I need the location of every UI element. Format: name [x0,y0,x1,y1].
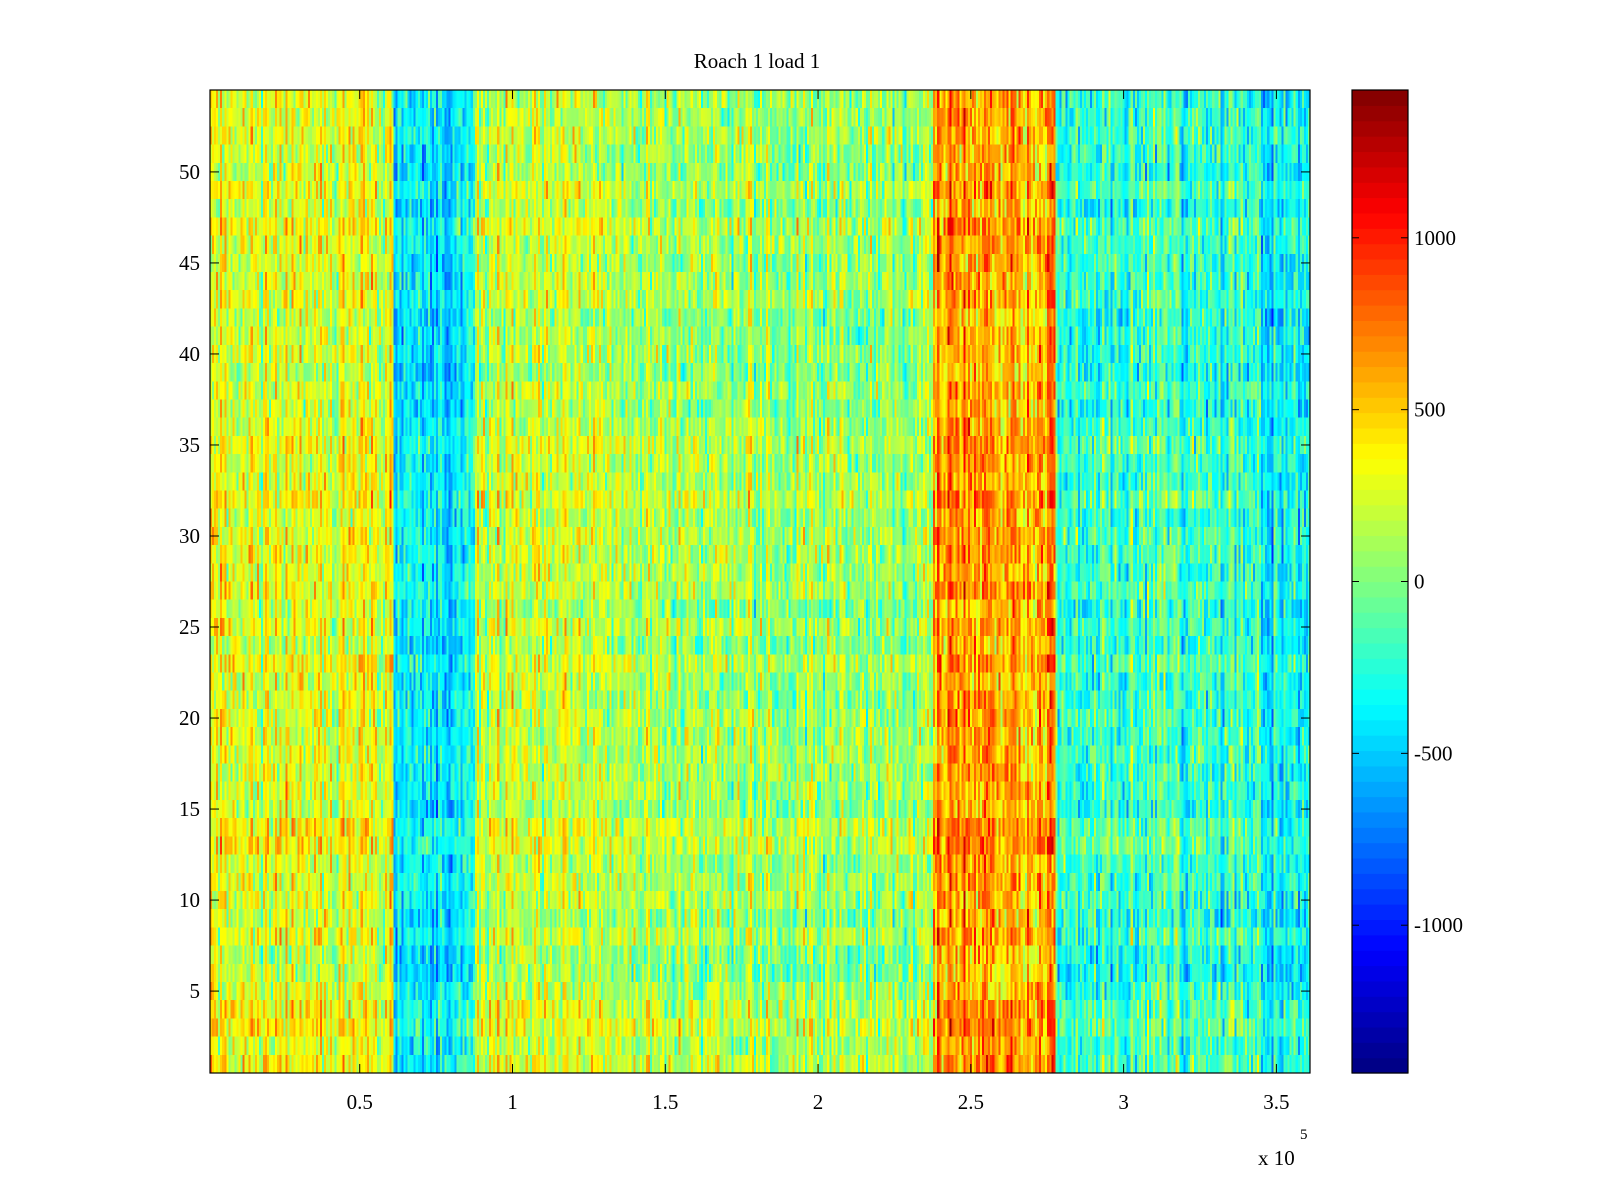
y-tick-label: 20 [179,706,200,730]
x-tick-label: 0.5 [347,1090,373,1114]
colorbar-swatch [1352,796,1408,813]
colorbar-swatch [1352,735,1408,752]
colorbar-swatch [1352,105,1408,122]
colorbar-swatch [1352,919,1408,936]
colorbar-swatch [1352,443,1408,460]
colorbar-swatch [1352,704,1408,721]
colorbar-swatch [1352,842,1408,859]
colorbar-swatch [1352,996,1408,1013]
y-tick-label: 5 [190,979,201,1003]
colorbar-swatch [1352,243,1408,260]
y-tick-label: 30 [179,524,200,548]
colorbar-swatch [1352,781,1408,798]
colorbar-swatch [1352,673,1408,690]
colorbar-swatch [1352,351,1408,368]
colorbar-swatch [1352,228,1408,245]
colorbar-swatch [1352,366,1408,383]
colorbar-swatch [1352,489,1408,506]
colorbar-swatch [1352,274,1408,291]
chart-title: Roach 1 load 1 [694,49,821,73]
colorbar-swatch [1352,381,1408,398]
x-tick-label: 2.5 [958,1090,984,1114]
colorbar-swatch [1352,320,1408,337]
colorbar-swatch [1352,120,1408,137]
heatmap-image [210,90,1310,1073]
colorbar-swatch [1352,151,1408,168]
x-exponent-base: x 10 [1258,1146,1295,1170]
colorbar-tick-label: 1000 [1414,226,1456,250]
y-tick-label: 15 [179,797,200,821]
x-exponent-label: x 10 5 [1258,1127,1308,1170]
colorbar-swatch [1352,965,1408,982]
colorbar-swatch [1352,888,1408,905]
colorbar [1352,90,1408,1074]
colorbar-tick-label: 0 [1414,570,1425,594]
colorbar-swatch [1352,504,1408,521]
y-tick-label: 35 [179,433,200,457]
colorbar-swatch [1352,950,1408,967]
colorbar-swatch [1352,458,1408,475]
y-axis: 5 10 15 20 25 30 35 40 45 50 [179,160,1310,1003]
colorbar-swatch [1352,719,1408,736]
colorbar-swatch [1352,566,1408,583]
colorbar-swatch [1352,980,1408,997]
x-tick-label: 3 [1118,1090,1129,1114]
colorbar-swatch [1352,305,1408,321]
colorbar-tick-label: -1000 [1414,913,1463,937]
plot-axes-box [209,89,1311,1074]
colorbar-swatch [1352,612,1408,629]
colorbar-swatch [1352,427,1408,444]
colorbar-swatch [1352,857,1408,874]
colorbar-swatch [1352,182,1408,199]
colorbar-swatch [1352,627,1408,644]
colorbar-swatch [1352,1057,1408,1074]
colorbar-swatch [1352,904,1408,921]
colorbar-swatch [1352,1011,1408,1028]
colorbar-swatch [1352,535,1408,552]
colorbar-swatch [1352,1026,1408,1043]
y-tick-label: 10 [179,888,200,912]
x-axis: 0.5 1 1.5 2 2.5 3 3.5 [347,90,1290,1114]
colorbar-tick-label: -500 [1414,741,1453,765]
heatmap-cells [210,90,1310,1073]
x-exponent-power: 5 [1300,1127,1308,1143]
x-tick-label: 3.5 [1263,1090,1289,1114]
colorbar-swatch [1352,581,1408,598]
colorbar-swatch [1352,550,1408,567]
colorbar-swatch [1352,934,1408,951]
y-tick-label: 25 [179,615,200,639]
colorbar-swatch [1352,397,1408,414]
colorbar-swatch [1352,689,1408,705]
colorbar-swatch [1352,1042,1408,1059]
x-tick-label: 2 [813,1090,824,1114]
colorbar-swatch [1352,873,1408,890]
colorbar-swatch [1352,335,1408,352]
colorbar-swatch [1352,212,1408,229]
colorbar-swatch [1352,197,1408,214]
colorbar-swatch [1352,166,1408,183]
colorbar-swatch [1352,750,1408,767]
x-tick-label: 1 [507,1090,518,1114]
colorbar-tick-label: 500 [1414,398,1446,422]
colorbar-swatch [1352,520,1408,537]
colorbar-swatch [1352,258,1408,275]
colorbar-swatch [1352,136,1408,153]
colorbar-swatch [1352,412,1408,429]
colorbar-swatch [1352,765,1408,782]
x-tick-label: 1.5 [652,1090,678,1114]
colorbar-swatch [1352,473,1408,490]
colorbar-swatch [1352,596,1408,613]
colorbar-axis: 1000 500 0 -500 -1000 [1352,226,1463,937]
colorbar-swatch [1352,827,1408,844]
colorbar-swatch [1352,658,1408,675]
y-tick-label: 40 [179,342,200,366]
colorbar-swatch [1352,289,1408,306]
colorbar-swatch [1352,90,1408,106]
colorbar-swatch [1352,642,1408,659]
y-tick-label: 50 [179,160,200,184]
y-tick-label: 45 [179,251,200,275]
colorbar-swatch [1352,811,1408,828]
